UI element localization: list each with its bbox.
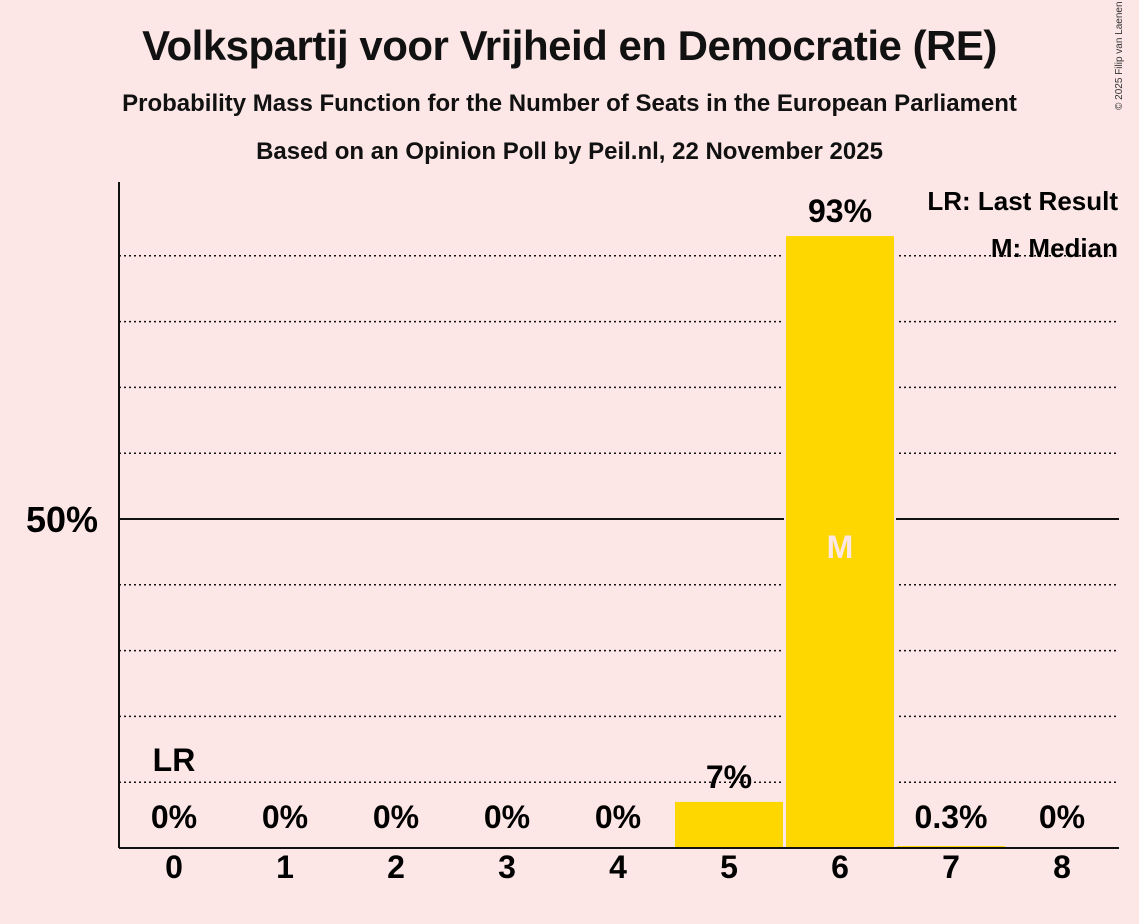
chart-source: Based on an Opinion Poll by Peil.nl, 22 … [256, 138, 883, 165]
value-label-2: 0% [373, 799, 419, 835]
legend-last-result: LR: Last Result [927, 186, 1118, 216]
value-label-1: 0% [262, 799, 308, 835]
x-tick-label-4: 4 [609, 849, 627, 885]
value-label-0: 0% [151, 799, 197, 835]
x-tick-label-2: 2 [387, 849, 405, 885]
x-tick-label-3: 3 [498, 849, 516, 885]
value-label-3: 0% [484, 799, 530, 835]
value-label-5: 7% [706, 759, 752, 795]
x-tick-label-8: 8 [1053, 849, 1071, 885]
median-marker: M [827, 529, 854, 565]
bar-seats-6 [786, 236, 894, 848]
value-label-4: 0% [595, 799, 641, 835]
value-label-8: 0% [1039, 799, 1085, 835]
last-result-marker: LR [153, 742, 196, 778]
x-tick-label-0: 0 [165, 849, 183, 885]
chart-subtitle: Probability Mass Function for the Number… [122, 90, 1017, 117]
x-tick-label-7: 7 [942, 849, 960, 885]
value-label-6: 93% [808, 193, 872, 229]
x-tick-label-1: 1 [276, 849, 294, 885]
legend-median: M: Median [991, 233, 1118, 263]
bar-gap-7 [895, 844, 1007, 848]
x-tick-label-5: 5 [720, 849, 738, 885]
value-label-7: 0.3% [915, 799, 988, 835]
y-tick-label: 50% [26, 499, 98, 540]
chart-title: Volkspartij voor Vrijheid en Democratie … [142, 22, 997, 69]
bar-seats-5 [675, 801, 783, 848]
x-tick-label-6: 6 [831, 849, 849, 885]
